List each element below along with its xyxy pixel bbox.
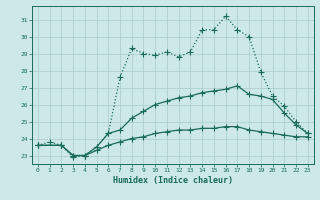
X-axis label: Humidex (Indice chaleur): Humidex (Indice chaleur) <box>113 176 233 185</box>
